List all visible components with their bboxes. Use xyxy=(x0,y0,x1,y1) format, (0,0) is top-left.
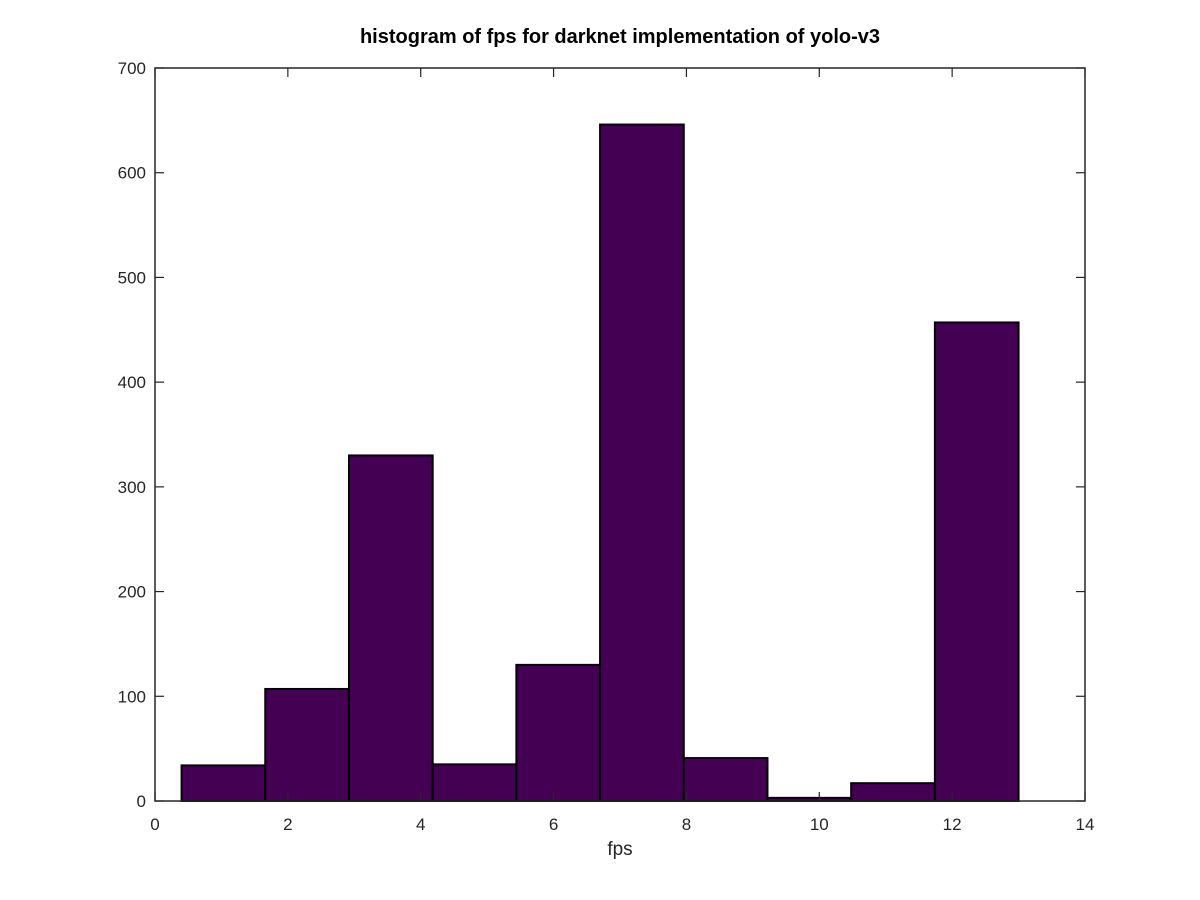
y-tick-label: 400 xyxy=(118,373,146,392)
y-tick-label: 700 xyxy=(118,59,146,78)
y-tick-label: 600 xyxy=(118,164,146,183)
histogram-bar-5 xyxy=(515,663,602,802)
y-tick-label: 300 xyxy=(118,478,146,497)
x-tick-label: 10 xyxy=(810,815,829,834)
x-tick-label: 6 xyxy=(549,815,558,834)
x-tick-label: 14 xyxy=(1076,815,1095,834)
histogram-bar-9 xyxy=(850,782,936,802)
histogram-bar-2 xyxy=(264,687,350,802)
chart-title: histogram of fps for darknet implementat… xyxy=(360,26,880,48)
ticks-group: 0 2 4 6 8 10 12 14 0 100 200 300 400 500 600 700 xyxy=(118,59,1095,834)
histogram-bar-1 xyxy=(180,764,267,803)
y-tick-label: 0 xyxy=(137,792,146,811)
axes-group xyxy=(154,67,1086,802)
y-tick-label: 200 xyxy=(118,583,146,602)
plot-frame xyxy=(154,67,1086,802)
bars-group xyxy=(180,123,1020,803)
y-tick-label: 500 xyxy=(118,268,146,287)
histogram-bar-6 xyxy=(599,123,685,802)
x-tick-label: 8 xyxy=(682,815,691,834)
histogram-bar-7 xyxy=(682,757,769,802)
x-axis-label: fps xyxy=(607,839,632,860)
y-tick-label: 100 xyxy=(118,687,146,706)
x-tick-label: 2 xyxy=(283,815,292,834)
histogram-bar-4 xyxy=(431,763,518,802)
x-tick-label: 4 xyxy=(416,815,425,834)
x-tick-label: 12 xyxy=(943,815,962,834)
x-tick-label: 0 xyxy=(150,815,159,834)
histogram-bar-10 xyxy=(933,321,1020,802)
histogram-bar-3 xyxy=(347,454,434,802)
